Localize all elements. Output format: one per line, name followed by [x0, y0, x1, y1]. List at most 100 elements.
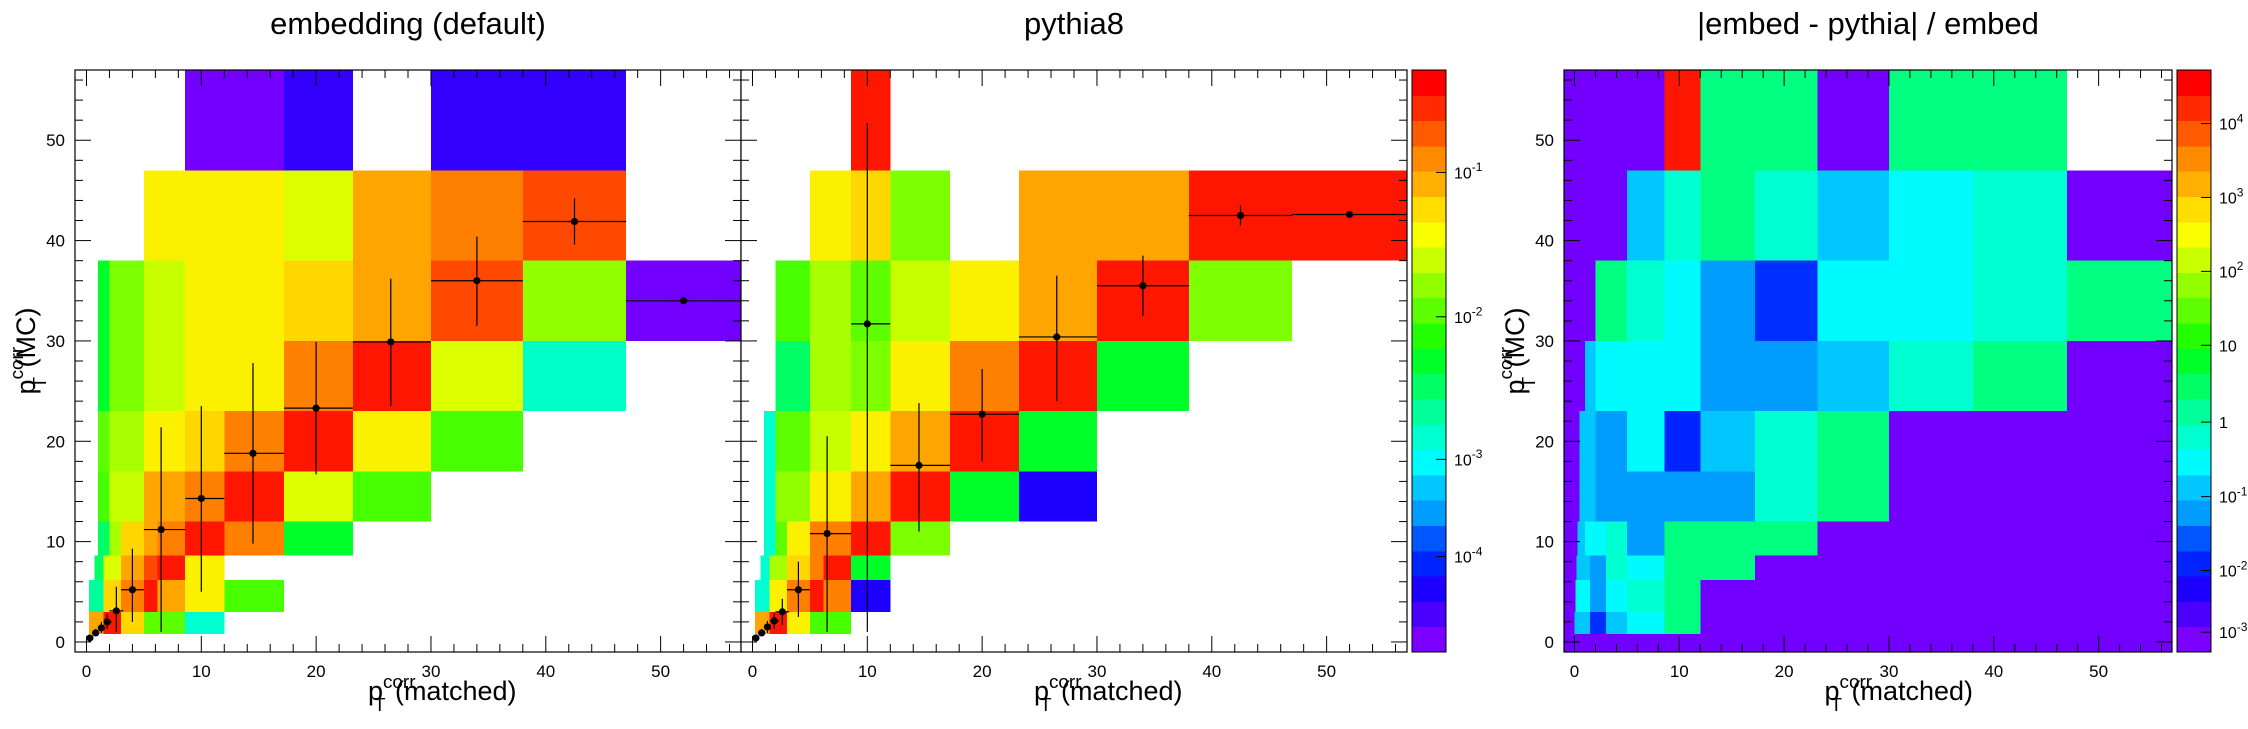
heatmap-cell — [283, 340, 353, 412]
x-tick-label: 20 — [1775, 662, 1794, 681]
heatmap-cell — [143, 611, 186, 634]
data-point — [387, 338, 395, 346]
heatmap-cell — [143, 170, 284, 261]
data-point — [978, 410, 986, 418]
heatmap-cell — [809, 340, 852, 412]
heatmap-cell — [1018, 340, 1097, 412]
heatmap-cell — [1584, 340, 1596, 412]
heatmap-cell — [2067, 260, 2172, 341]
heatmap-cell — [1888, 170, 1973, 261]
palette-swatch — [2177, 171, 2211, 198]
heatmap-cell — [1700, 170, 1755, 261]
palette-label: 10-3 — [1454, 447, 1483, 469]
heatmap-cell — [283, 411, 353, 472]
x-axis-label: pcorr T (matched) — [368, 672, 517, 716]
y-tick-label: 30 — [1535, 332, 1554, 351]
heatmap-cell — [1888, 340, 1973, 412]
heatmap-cell — [224, 471, 284, 522]
heatmap-cell — [890, 340, 950, 412]
data-point — [92, 629, 100, 637]
heatmap-cell — [851, 70, 891, 171]
heatmap-cell — [1626, 170, 1665, 261]
data-point — [863, 320, 871, 328]
heatmap-cell — [949, 340, 1019, 412]
heatmap-cell — [120, 611, 144, 634]
heatmap-cell — [1576, 555, 1591, 580]
data-point — [570, 217, 579, 226]
heatmap-cell — [1626, 411, 1665, 472]
heatmap-cell — [890, 170, 950, 261]
heatmap-cell — [769, 555, 787, 580]
palette-swatch — [2177, 297, 2211, 324]
palette-swatch — [1412, 626, 1446, 653]
heatmap-cell — [809, 611, 852, 634]
x-tick-label: 20 — [973, 662, 992, 681]
data-point — [312, 404, 320, 412]
heatmap-cell — [1018, 170, 1189, 261]
palette-swatch — [2177, 221, 2211, 248]
palette-swatch — [2177, 424, 2211, 451]
heatmap-cell — [890, 471, 950, 522]
palette-swatch — [2177, 601, 2211, 628]
data-point — [112, 607, 120, 615]
heatmap-cell — [1595, 260, 1627, 341]
heatmap-cell — [224, 411, 284, 472]
x-tick-label: 0 — [82, 662, 91, 681]
data-point — [1236, 211, 1245, 220]
x-tick-label: 40 — [1984, 662, 2003, 681]
heatmap-cell — [949, 471, 1019, 522]
x-tick-label: 0 — [1570, 662, 1579, 681]
heatmap-cell — [185, 579, 225, 612]
palette-label: 10-3 — [2219, 620, 2248, 642]
y-tick-label: 20 — [1535, 432, 1554, 451]
palette-swatch — [1412, 145, 1446, 172]
palette-swatch — [2177, 196, 2211, 223]
palette-swatch — [1412, 348, 1446, 375]
heatmap-cell — [851, 579, 891, 612]
heatmap-cell — [1888, 70, 2068, 171]
heatmap-cell — [1700, 340, 1818, 412]
heatmap-cell — [1817, 70, 1889, 171]
heatmap-cell — [763, 471, 776, 522]
x-tick-label: 10 — [858, 662, 877, 681]
x-tick-label: 40 — [1202, 662, 1221, 681]
heatmap-cell — [1018, 260, 1097, 341]
heatmap-cell — [775, 411, 810, 472]
heatmap-cell — [143, 555, 158, 580]
heatmap-cell — [224, 521, 284, 556]
palette-swatch — [1412, 272, 1446, 299]
palette-swatch — [1412, 398, 1446, 425]
heatmap-cell — [185, 340, 284, 412]
heatmap-cell — [2067, 70, 2172, 171]
palette-swatch — [2177, 348, 2211, 375]
heatmap-cell — [143, 579, 158, 612]
palette-label: 10-2 — [1454, 305, 1483, 327]
heatmap-cell — [1590, 555, 1606, 580]
x-tick-label: 30 — [1088, 662, 1107, 681]
heatmap-cell — [1817, 260, 1973, 341]
heatmap-cell — [823, 555, 852, 580]
palette-label: 10-4 — [1454, 544, 1483, 566]
heatmap-cell — [949, 260, 1019, 341]
x-tick-label: 50 — [2089, 662, 2108, 681]
heatmap-cell — [1626, 555, 1665, 580]
x-tick-label: 50 — [1317, 662, 1336, 681]
y-tick-label: 40 — [1535, 232, 1554, 251]
heatmap-cell — [1664, 611, 1701, 634]
data-point — [249, 449, 257, 457]
heatmap-cell — [352, 340, 431, 412]
data-point — [915, 461, 923, 469]
heatmap-cell — [283, 260, 353, 341]
heatmap-cell — [94, 555, 104, 580]
heatmap-cell — [1018, 471, 1097, 522]
heatmap-cell — [786, 521, 810, 556]
palette-label: 103 — [2219, 185, 2244, 207]
data-point — [86, 634, 94, 642]
heatmap-cell — [97, 471, 110, 522]
heatmap-cell — [1626, 260, 1665, 341]
palette-swatch — [2177, 95, 2211, 122]
heatmap-cell — [1754, 260, 1818, 341]
heatmap-cell — [823, 579, 852, 612]
